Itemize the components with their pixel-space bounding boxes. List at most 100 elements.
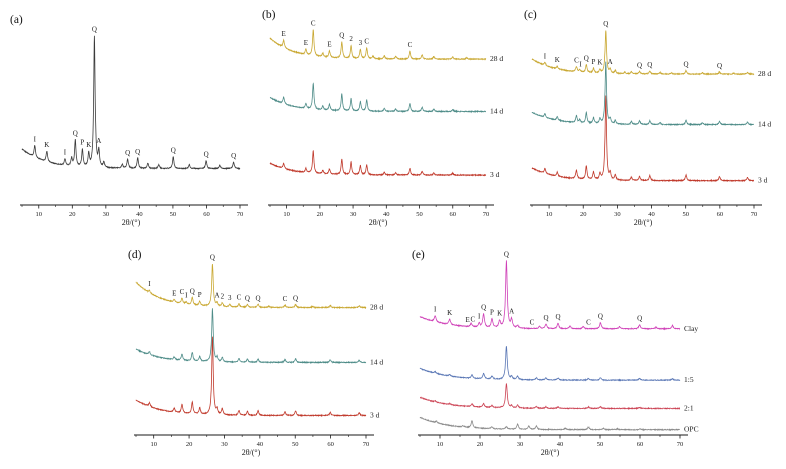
peak-label-c: C	[470, 316, 475, 324]
peak-label-q: Q	[504, 250, 509, 258]
peak-label-q: Q	[293, 295, 298, 303]
tick-label: 30	[350, 211, 357, 218]
peak-label-c: C	[574, 56, 579, 64]
xrd-panel-e: (e) OPC 2:1 1:5 Clay 10 20 30 40 50 60 70 2θ/(°) I K E…	[410, 245, 710, 460]
trace-d-3-d	[135, 336, 367, 418]
tick-label: 40	[383, 211, 390, 218]
trace-e-2-1	[420, 383, 681, 410]
peak-label-i: I	[148, 280, 151, 288]
peak-label-e: E	[304, 39, 308, 47]
tick-label: 10	[150, 441, 157, 448]
peak-label-a: A	[96, 137, 101, 145]
peak-label-k: K	[44, 141, 49, 149]
tick-label: 50	[597, 441, 604, 448]
peak-label-c: C	[364, 38, 369, 46]
peak-label-q: Q	[555, 313, 560, 321]
axis-title-a: 2θ/(°)	[122, 218, 141, 227]
trace-c-3-d	[531, 95, 755, 183]
peak-label-c: C	[283, 295, 288, 303]
peak-label-q: Q	[717, 62, 722, 70]
tick-label: 30	[103, 211, 110, 218]
peak-label-i: I	[478, 312, 481, 320]
tick-label: 30	[221, 441, 228, 448]
trace-d-14-d	[135, 308, 367, 364]
tick-label: 70	[751, 211, 758, 218]
tick-label: 50	[292, 441, 299, 448]
series-label-d: 28 d	[370, 303, 383, 312]
trace-a-raw	[21, 35, 241, 171]
panel-label-e: (e)	[412, 249, 425, 261]
peak-label-e: E	[172, 289, 176, 297]
xrd-plot-a: 10 20 30 40 50 60 70 2θ/(°) I K I Q P K Q A Q Q Q Q Q	[8, 10, 256, 230]
tick-label: 20	[580, 211, 587, 218]
tick-label: 60	[717, 211, 724, 218]
xrd-plot-b: 3 d 14 d 28 d 10 20 30 40 50 60 70 2θ/(°) E E C E Q 2 3 C C	[260, 5, 516, 230]
peak-label-q: Q	[245, 295, 250, 303]
panel-label-b: (b)	[262, 9, 276, 21]
tick-label: 10	[546, 211, 553, 218]
peak-label-p: P	[198, 291, 202, 299]
peak-label-a: A	[509, 308, 514, 316]
trace-e-1-5	[419, 346, 681, 382]
panel-label-a: (a)	[10, 14, 23, 26]
peak-label-a: A	[214, 292, 219, 300]
trace-e-clay	[419, 260, 681, 331]
peak-label-q: Q	[171, 147, 176, 155]
peak-label-q: Q	[603, 20, 608, 28]
peak-label-i: I	[579, 60, 582, 68]
tick-label: 60	[450, 211, 457, 218]
peak-label-q: Q	[647, 61, 652, 69]
peak-label-q: Q	[339, 32, 344, 40]
tick-label: 60	[637, 441, 644, 448]
peak-label-q: Q	[204, 151, 209, 159]
series-label-c: 3 d	[758, 176, 768, 185]
xrd-plot-d: 3 d 14 d 28 d 10 20 30 40 50 60 70 2θ/(°) I E C I Q P Q A 2…	[126, 245, 396, 460]
peak-label-k: K	[86, 141, 91, 149]
peak-label-e: E	[465, 316, 469, 324]
peak-label-i: I	[544, 52, 547, 60]
tick-label: 10	[36, 211, 43, 218]
series-label-d: 3 d	[370, 411, 380, 420]
peak-label-q: Q	[584, 55, 589, 63]
peak-label-c: C	[530, 318, 535, 326]
peak-label-q: Q	[210, 254, 215, 262]
peak-label-k: K	[447, 309, 452, 317]
series-label-e: 2:1	[684, 403, 694, 412]
tick-label: 40	[557, 441, 564, 448]
tick-label: 50	[170, 211, 177, 218]
series-label-e: 1:5	[684, 375, 694, 384]
trace-c-28-d	[531, 30, 755, 76]
tick-label: 40	[136, 211, 143, 218]
peak-label-q: Q	[598, 313, 603, 321]
peak-label-i: I	[64, 148, 67, 156]
peak-label-c: C	[311, 20, 316, 28]
trace-e-opc	[419, 416, 680, 432]
peak-label-q: Q	[637, 61, 642, 69]
peak-label-q: Q	[256, 294, 261, 302]
peak-label-k: K	[497, 310, 502, 318]
tick-label: 70	[483, 211, 490, 218]
peak-label-c: C	[180, 288, 185, 296]
tick-label: 40	[648, 211, 655, 218]
tick-label: 50	[682, 211, 689, 218]
tick-label: 60	[327, 441, 334, 448]
axis-title-d: 2θ/(°)	[242, 448, 261, 457]
peak-label-q: Q	[231, 152, 236, 160]
tick-label: 40	[257, 441, 264, 448]
xrd-panel-b: (b) 3 d 14 d 28 d 10 20 30 40 50 60 70 2θ/(°) E E C E Q…	[260, 5, 516, 230]
peak-label-3: 3	[359, 39, 363, 47]
series-label-b: 28 d	[490, 54, 503, 63]
peak-label-q: Q	[135, 148, 140, 156]
tick-label: 20	[186, 441, 193, 448]
tick-label: 20	[317, 211, 324, 218]
peak-label-q: Q	[125, 149, 130, 157]
peak-label-q: Q	[684, 61, 689, 69]
peak-label-p: P	[490, 308, 494, 316]
peak-label-p: P	[80, 139, 84, 147]
axis-title-b: 2θ/(°)	[369, 218, 388, 227]
